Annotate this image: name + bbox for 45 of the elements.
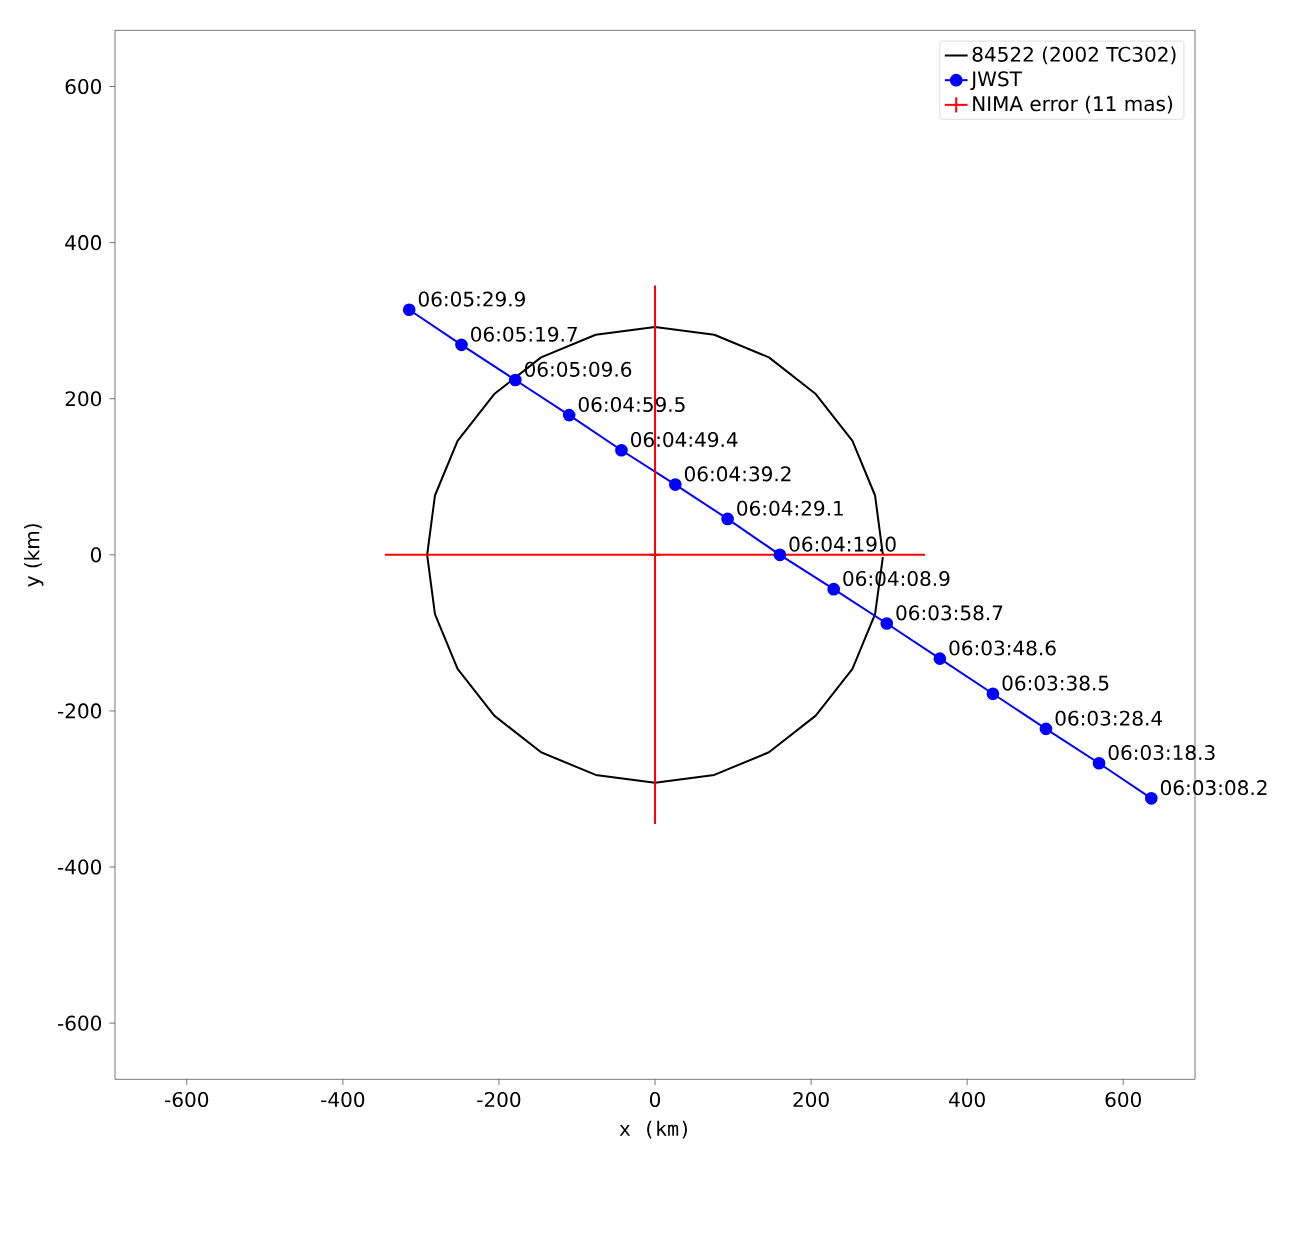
legend-label: JWST <box>970 71 1022 91</box>
point <box>1092 756 1106 770</box>
data-label: 06:03:08.2 <box>1160 780 1267 796</box>
point <box>986 687 1000 701</box>
y-tick-label: 200 <box>65 391 102 407</box>
point <box>773 548 787 562</box>
data-label: 06:04:29.1 <box>737 500 843 516</box>
point <box>880 617 894 630</box>
x-tick-label: -600 <box>165 1091 209 1108</box>
point <box>1144 792 1158 805</box>
x-tick-label: 600 <box>1105 1091 1141 1108</box>
point <box>933 652 947 665</box>
point <box>668 478 682 491</box>
y-axis-title: y (km) <box>24 524 44 587</box>
point <box>827 582 841 596</box>
data-label: 06:03:28.4 <box>1055 710 1162 726</box>
y-tick-label: 600 <box>65 78 102 95</box>
point <box>1039 722 1053 736</box>
x-tick-label: 400 <box>949 1091 985 1108</box>
data-label: 06:05:09.6 <box>524 361 632 377</box>
legend-label: NIMA error (11 mas) <box>973 95 1173 114</box>
y-tick-label: 400 <box>65 235 102 251</box>
y-tick-label: -200 <box>57 703 102 719</box>
point <box>455 338 468 352</box>
x-axis-title: x (km) <box>619 1120 687 1139</box>
data-label: 06:03:18.3 <box>1108 744 1215 761</box>
point <box>562 408 576 422</box>
data-label: 06:03:58.7 <box>896 605 1003 621</box>
point <box>615 443 628 457</box>
x-tick-label: -200 <box>477 1091 521 1108</box>
x-tick-label: -400 <box>321 1091 365 1108</box>
data-label: 06:05:19.7 <box>471 326 577 342</box>
y-tick-label: 0 <box>90 547 102 563</box>
point <box>721 512 734 526</box>
data-label: 06:04:39.2 <box>684 466 791 482</box>
data-label: 06:05:29.9 <box>418 291 525 307</box>
point <box>402 303 416 317</box>
point <box>509 373 522 387</box>
legend-label: 84522 (2002 TC302) <box>972 46 1176 65</box>
data-label: 06:03:38.5 <box>1002 675 1109 691</box>
x-tick-label: 0 <box>649 1091 661 1108</box>
data-label: 06:03:48.6 <box>949 640 1056 656</box>
y-tick-label: -400 <box>57 859 102 875</box>
y-tick-label: -600 <box>57 1015 102 1031</box>
x-tick-label: 200 <box>793 1091 829 1108</box>
